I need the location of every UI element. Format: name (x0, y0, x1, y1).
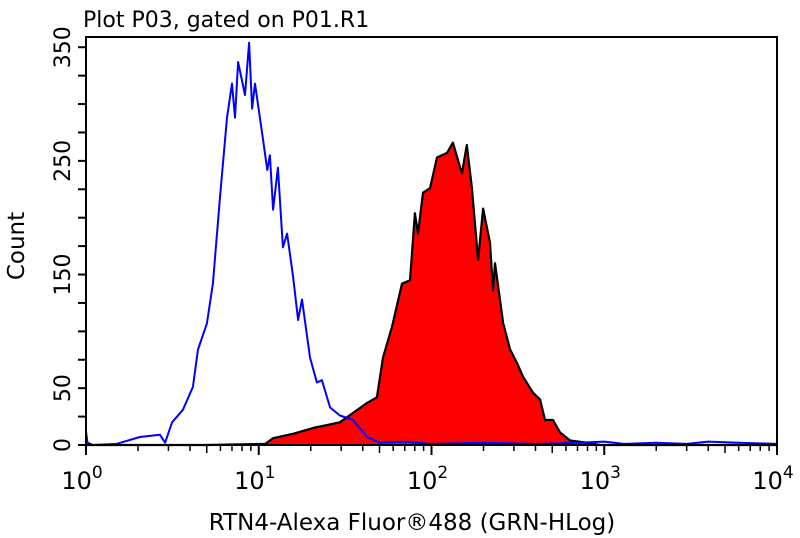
y-tick-label: 350 (51, 26, 76, 68)
x-tick-label: 100 (61, 463, 102, 495)
filled-histogram-outline (86, 141, 777, 447)
x-tick-label: 101 (234, 463, 275, 495)
x-tick-exponent: 0 (92, 463, 103, 483)
x-tick-label: 103 (580, 463, 621, 495)
x-tick-exponent: 2 (437, 463, 448, 483)
x-tick-base: 10 (407, 467, 438, 495)
x-tick-base: 10 (580, 467, 611, 495)
y-tick-label: 150 (51, 254, 76, 296)
y-axis-label: Count (4, 212, 30, 280)
chart-title: Plot P03, gated on P01.R1 (83, 8, 369, 33)
x-tick-label: 102 (407, 463, 448, 495)
x-tick-base: 10 (752, 467, 783, 495)
y-tick-label: 0 (51, 438, 76, 452)
y-tick-label: 50 (51, 374, 76, 402)
x-tick-exponent: 3 (610, 463, 621, 483)
x-tick-exponent: 4 (783, 463, 794, 483)
x-tick-base: 10 (61, 467, 92, 495)
x-tick-exponent: 1 (265, 463, 276, 483)
x-axis-label: RTN4-Alexa Fluor®488 (GRN-HLog) (209, 510, 615, 536)
y-tick-label: 250 (51, 140, 76, 182)
control-histogram-line (85, 41, 778, 446)
x-tick-base: 10 (234, 467, 265, 495)
x-tick-label: 104 (752, 463, 793, 495)
filled-histogram-area (86, 142, 777, 445)
